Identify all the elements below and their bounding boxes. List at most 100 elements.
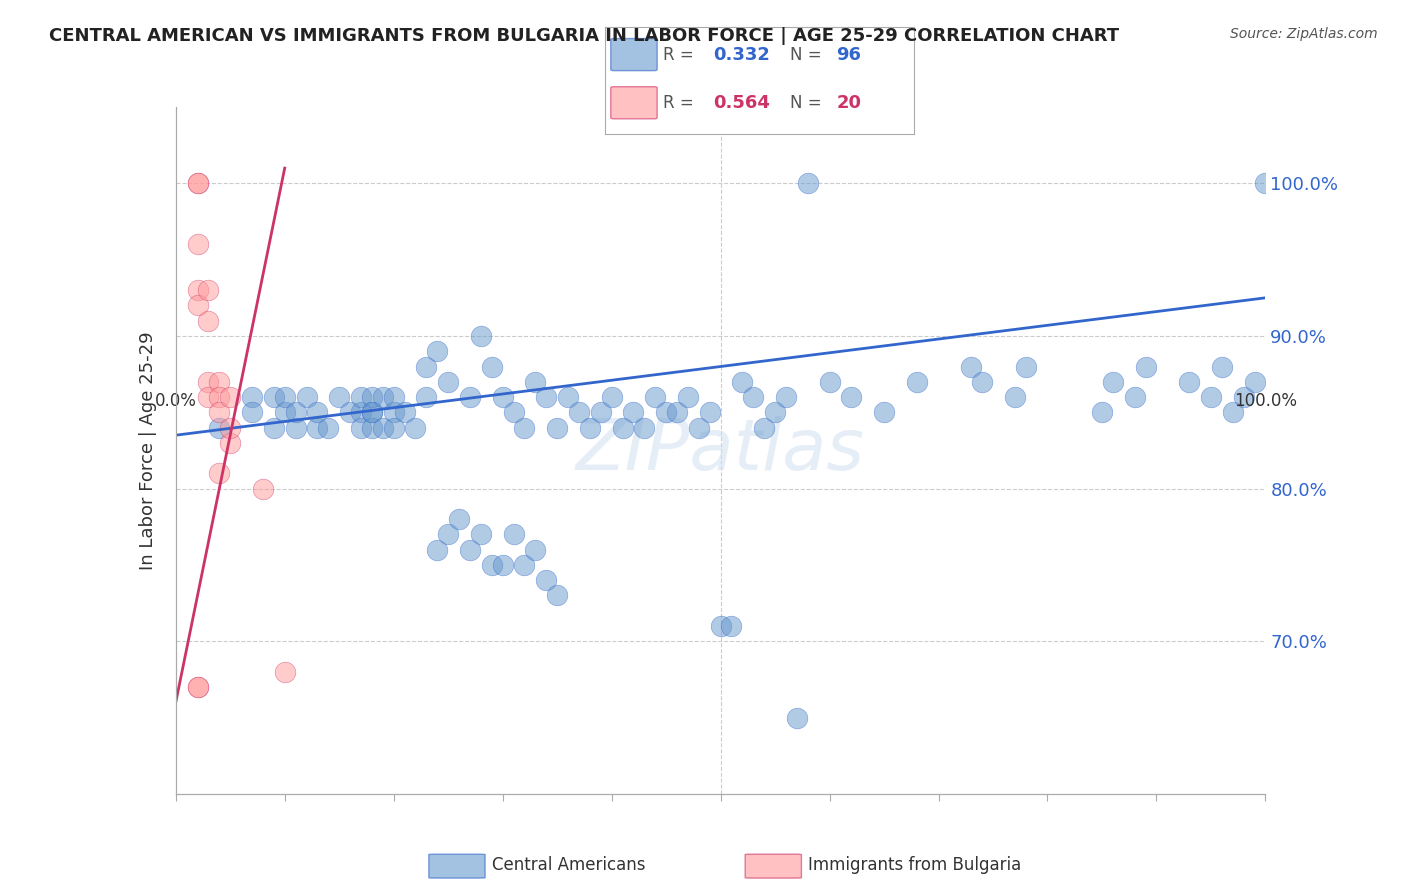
Point	[502, 527, 524, 541]
Point	[492, 558, 515, 572]
Point	[240, 390, 263, 404]
Point	[655, 405, 678, 419]
Point	[208, 405, 231, 419]
Point	[688, 420, 710, 434]
Point	[394, 405, 416, 419]
Point	[710, 619, 733, 633]
Point	[263, 420, 285, 434]
Point	[186, 680, 209, 694]
Point	[284, 420, 307, 434]
Point	[240, 405, 263, 419]
Text: 0.0%: 0.0%	[155, 392, 197, 410]
Point	[360, 405, 382, 419]
Point	[284, 405, 307, 419]
Point	[502, 405, 524, 419]
Point	[1243, 375, 1265, 389]
Text: 20: 20	[837, 94, 862, 112]
Point	[263, 390, 285, 404]
Point	[568, 405, 591, 419]
Point	[676, 390, 699, 404]
Point	[786, 710, 808, 724]
Point	[186, 298, 209, 312]
Point	[612, 420, 634, 434]
Point	[360, 390, 382, 404]
Text: N =: N =	[790, 94, 827, 112]
Point	[426, 542, 449, 557]
Point	[1015, 359, 1038, 374]
Point	[546, 589, 568, 603]
Point	[699, 405, 721, 419]
Point	[415, 390, 437, 404]
Text: Immigrants from Bulgaria: Immigrants from Bulgaria	[808, 856, 1022, 874]
Point	[1222, 405, 1244, 419]
Point	[382, 405, 405, 419]
Point	[307, 405, 329, 419]
Point	[513, 420, 536, 434]
Point	[208, 420, 231, 434]
Point	[252, 482, 274, 496]
Point	[600, 390, 623, 404]
Point	[186, 283, 209, 297]
Point	[219, 435, 242, 450]
Text: Source: ZipAtlas.com: Source: ZipAtlas.com	[1230, 27, 1378, 41]
Point	[818, 375, 841, 389]
Point	[579, 420, 602, 434]
Point	[557, 390, 579, 404]
Point	[754, 420, 776, 434]
Point	[371, 420, 394, 434]
Point	[208, 375, 231, 389]
Point	[208, 467, 231, 481]
Point	[621, 405, 644, 419]
Point	[1178, 375, 1201, 389]
FancyBboxPatch shape	[610, 87, 657, 119]
Point	[470, 329, 492, 343]
FancyBboxPatch shape	[429, 855, 485, 878]
Text: R =: R =	[664, 94, 699, 112]
Point	[492, 390, 515, 404]
Point	[447, 512, 470, 526]
Point	[360, 405, 382, 419]
Point	[197, 314, 219, 328]
FancyBboxPatch shape	[610, 38, 657, 70]
Point	[481, 558, 503, 572]
Point	[186, 680, 209, 694]
Text: R =: R =	[664, 45, 699, 63]
Point	[666, 405, 689, 419]
Point	[426, 344, 449, 359]
Point	[219, 420, 242, 434]
Point	[1232, 390, 1256, 404]
Point	[197, 375, 219, 389]
Point	[197, 283, 219, 297]
Point	[186, 177, 209, 191]
Text: 0.564: 0.564	[713, 94, 769, 112]
Point	[546, 420, 568, 434]
Point	[1091, 405, 1114, 419]
Point	[350, 390, 373, 404]
Point	[1102, 375, 1125, 389]
Point	[524, 375, 547, 389]
Point	[274, 405, 297, 419]
Point	[524, 542, 547, 557]
Point	[1123, 390, 1146, 404]
Point	[208, 390, 231, 404]
Point	[763, 405, 786, 419]
Text: 0.332: 0.332	[713, 45, 769, 63]
Point	[350, 420, 373, 434]
Point	[1211, 359, 1233, 374]
Point	[720, 619, 742, 633]
Y-axis label: In Labor Force | Age 25-29: In Labor Force | Age 25-29	[139, 331, 157, 570]
Point	[470, 527, 492, 541]
Point	[437, 375, 460, 389]
Point	[534, 573, 557, 587]
Point	[360, 420, 382, 434]
Point	[219, 390, 242, 404]
Point	[274, 390, 297, 404]
Point	[731, 375, 754, 389]
Point	[775, 390, 797, 404]
Point	[405, 420, 427, 434]
Point	[197, 390, 219, 404]
Text: CENTRAL AMERICAN VS IMMIGRANTS FROM BULGARIA IN LABOR FORCE | AGE 25-29 CORRELAT: CENTRAL AMERICAN VS IMMIGRANTS FROM BULG…	[49, 27, 1119, 45]
Point	[371, 390, 394, 404]
Text: N =: N =	[790, 45, 827, 63]
Point	[382, 420, 405, 434]
